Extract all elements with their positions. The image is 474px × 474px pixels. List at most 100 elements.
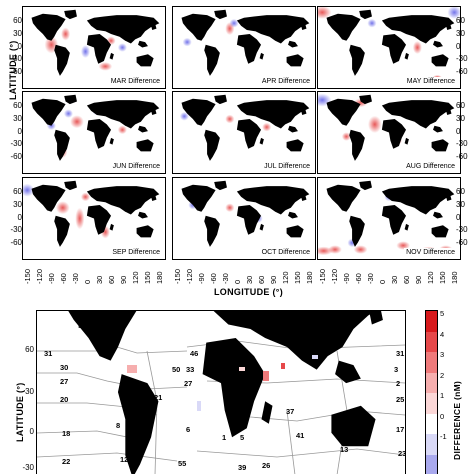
land-mass (286, 139, 304, 152)
land-mass (431, 225, 449, 238)
colorbar-segment (426, 413, 437, 434)
region-number: 12 (120, 455, 129, 464)
positive-difference-patch (225, 114, 235, 124)
month-map (318, 7, 460, 80)
land-mass (136, 139, 154, 152)
region-number: 23 (398, 449, 407, 458)
negative-difference-patch (80, 45, 91, 59)
region-difference-patch (281, 363, 285, 369)
land-mass (359, 94, 372, 105)
positive-difference-patch (318, 7, 332, 19)
land-mass (213, 311, 376, 370)
month-panel-label: OCT Difference (259, 248, 312, 257)
land-mass (404, 137, 409, 145)
land-mass (86, 205, 112, 235)
x-tick-label: -60 (354, 273, 363, 284)
land-mass (381, 205, 407, 235)
land-mass (236, 34, 262, 64)
land-mass (381, 34, 407, 64)
land-mass (31, 13, 66, 41)
colorbar-tick-label: 1 (440, 391, 445, 400)
land-mass (326, 13, 361, 41)
land-mass (54, 215, 70, 247)
positive-difference-patch (117, 125, 127, 135)
land-mass (369, 311, 383, 325)
region-number: 1 (222, 433, 227, 442)
region-number: 18 (62, 429, 71, 438)
month-panel-label: MAR Difference (108, 77, 162, 86)
land-mass (31, 98, 66, 126)
month-panel: NOV Difference (317, 177, 461, 260)
region-number: 31 (396, 349, 405, 358)
land-mass (150, 194, 157, 201)
region-number: 25 (396, 395, 405, 404)
land-mass (109, 137, 114, 145)
x-tick-label: -30 (71, 273, 80, 284)
land-mass (181, 184, 216, 212)
region-number: 41 (296, 431, 305, 440)
y-tick-label: -60 (10, 67, 22, 77)
land-mass (136, 54, 154, 67)
land-mass (359, 9, 372, 20)
y-tick-label: 30 (13, 28, 22, 38)
y-tick-label: -60 (10, 238, 22, 248)
x-tick-label: -90 (47, 273, 56, 284)
colorbar-tick-label: 3 (440, 350, 445, 359)
land-mass (286, 225, 304, 238)
land-mass (64, 94, 77, 105)
region-number: 46 (190, 349, 199, 358)
y-tick-label: 30 (25, 387, 34, 396)
month-map (318, 180, 455, 256)
region-difference-patch (197, 401, 201, 411)
negative-difference-patch (23, 183, 35, 197)
region-number: 17 (396, 425, 405, 434)
x-tick-label: -150 (318, 268, 327, 284)
x-tick-label: -30 (366, 273, 375, 284)
region-number: 2 (396, 379, 401, 388)
land-mass (54, 44, 70, 76)
region-boundary (37, 372, 188, 390)
x-tick-label: -60 (59, 273, 68, 284)
land-mass (214, 94, 227, 105)
region-number: 31 (44, 349, 53, 358)
x-tick-label: 30 (245, 275, 254, 284)
region-boundary (196, 448, 405, 458)
y-tick-label: -30 (22, 463, 34, 472)
y-tick-label-right: -30 (456, 54, 468, 64)
y-tick-label: -60 (10, 152, 22, 162)
x-tick-label: -120 (185, 268, 194, 284)
land-mass (181, 13, 216, 41)
land-mass (64, 180, 77, 191)
negative-difference-patch (447, 7, 460, 19)
region-number: 42 (220, 343, 229, 352)
y-tick-label: -30 (10, 225, 22, 235)
land-mass (138, 125, 148, 133)
region-number: 14 (130, 403, 139, 412)
colorbar-tick-label: -1 (440, 432, 447, 441)
land-mass (68, 311, 137, 361)
land-mass (286, 54, 304, 67)
land-mass (431, 139, 449, 152)
region-difference-patch (312, 355, 318, 359)
region-boundary (226, 410, 405, 422)
month-panel-label: JUN Difference (110, 162, 162, 171)
colorbar-segment (426, 331, 437, 352)
land-mass (326, 98, 361, 126)
land-mass (236, 119, 262, 149)
x-tick-label: 30 (95, 275, 104, 284)
land-mass (445, 108, 452, 115)
negative-difference-patch (182, 37, 192, 47)
y-tick-label-right: 0 (456, 212, 461, 222)
land-mass (359, 180, 372, 191)
region-number: 37 (286, 407, 295, 416)
land-mass (349, 215, 365, 247)
y-tick-label-right: -30 (456, 139, 468, 149)
region-map (36, 310, 406, 474)
y-tick-label: 30 (13, 199, 22, 209)
region-difference-patch (263, 371, 269, 381)
x-tick-label: -150 (173, 268, 182, 284)
land-mass (204, 129, 220, 161)
positive-difference-patch (55, 201, 70, 215)
land-mass (431, 54, 449, 67)
